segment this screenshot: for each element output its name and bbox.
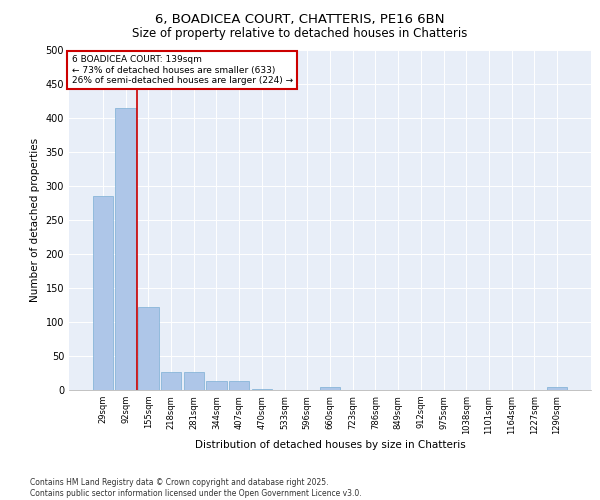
Text: 6 BOADICEA COURT: 139sqm
← 73% of detached houses are smaller (633)
26% of semi-: 6 BOADICEA COURT: 139sqm ← 73% of detach…: [71, 55, 293, 85]
Bar: [184, 372, 204, 390]
Bar: [161, 372, 181, 390]
X-axis label: Distribution of detached houses by size in Chatteris: Distribution of detached houses by size …: [194, 440, 466, 450]
Y-axis label: Number of detached properties: Number of detached properties: [30, 138, 40, 302]
Bar: [93, 196, 113, 390]
Bar: [229, 381, 250, 390]
Text: Contains HM Land Registry data © Crown copyright and database right 2025.
Contai: Contains HM Land Registry data © Crown c…: [30, 478, 362, 498]
Bar: [115, 108, 136, 390]
Bar: [547, 388, 567, 390]
Bar: [138, 307, 158, 390]
Bar: [251, 388, 272, 390]
Text: 6, BOADICEA COURT, CHATTERIS, PE16 6BN: 6, BOADICEA COURT, CHATTERIS, PE16 6BN: [155, 12, 445, 26]
Text: Size of property relative to detached houses in Chatteris: Size of property relative to detached ho…: [133, 28, 467, 40]
Bar: [320, 386, 340, 390]
Bar: [206, 381, 227, 390]
